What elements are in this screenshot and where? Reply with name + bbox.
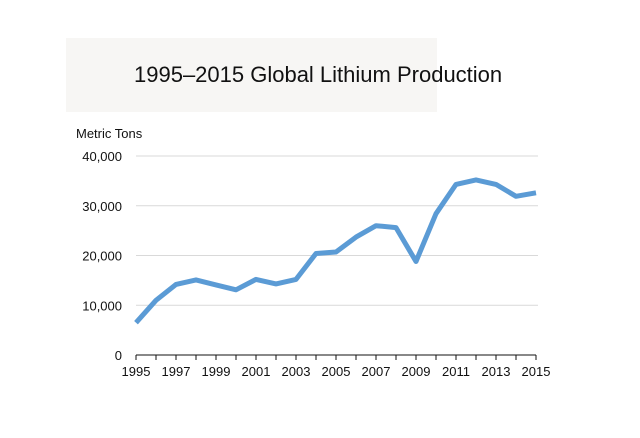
- y-tick-label: 30,000: [82, 199, 122, 214]
- x-tick-label: 2013: [482, 364, 511, 379]
- gridlines: [136, 155, 538, 306]
- x-tick-label: 1997: [162, 364, 191, 379]
- y-tick-label: 40,000: [82, 149, 122, 164]
- x-tick-label: 2001: [242, 364, 271, 379]
- x-tick-label: 2015: [522, 364, 551, 379]
- title-background: [66, 38, 437, 112]
- x-tick-label: 1999: [202, 364, 231, 379]
- series-line: [134, 177, 537, 325]
- series-layer: [134, 177, 537, 325]
- x-tick-label: 1995: [122, 364, 151, 379]
- axes: [135, 354, 537, 360]
- y-tick-label: 20,000: [82, 249, 122, 264]
- y-tick-label: 10,000: [82, 298, 122, 313]
- y-tick-label: 0: [115, 348, 122, 363]
- x-tick-label: 2003: [282, 364, 311, 379]
- x-tick-label: 2007: [362, 364, 391, 379]
- y-tick-labels: 0 10,000 20,000 30,000 40,000: [82, 149, 122, 363]
- y-axis-label: Metric Tons: [76, 126, 143, 141]
- x-tick-labels: 1995 1997 1999 2001 2003 2005 2007 2009 2011 2013…: [122, 364, 551, 379]
- x-tick-label: 2011: [442, 364, 470, 379]
- x-tick-label: 2005: [322, 364, 351, 379]
- x-tick-label: 2009: [402, 364, 431, 379]
- chart-title: 1995–2015 Global Lithium Production: [134, 62, 503, 87]
